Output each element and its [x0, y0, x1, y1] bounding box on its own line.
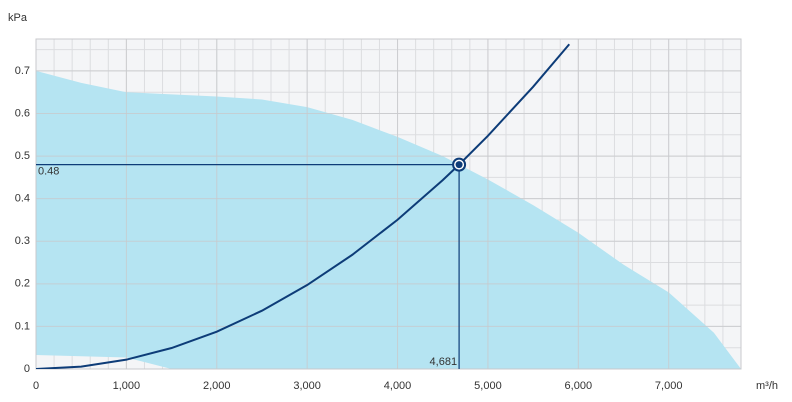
y-tick-label: 0.1	[15, 320, 30, 332]
x-axis-label: m³/h	[756, 380, 778, 392]
y-tick-label: 0.5	[15, 150, 30, 162]
operating-y-label: 0.48	[38, 166, 59, 178]
y-tick-label: 0.4	[15, 193, 30, 205]
operating-x-label: 4,681	[430, 356, 458, 368]
y-tick-label: 0.7	[15, 65, 30, 77]
x-tick-label: 4,000	[384, 380, 412, 392]
x-tick-label: 7,000	[655, 380, 683, 392]
x-tick-label: 5,000	[474, 380, 502, 392]
y-tick-label: 0.3	[15, 235, 30, 247]
x-tick-label: 6,000	[565, 380, 593, 392]
system-curve	[36, 43, 571, 369]
y-tick-label: 0	[24, 363, 30, 375]
operating-point	[455, 161, 463, 169]
curve-group	[36, 43, 571, 369]
x-tick-label: 1,000	[113, 380, 141, 392]
y-tick-label: 0.2	[15, 278, 30, 290]
x-tick-label: 0	[33, 380, 39, 392]
y-axis-label: kPa	[8, 12, 28, 24]
fan-area	[36, 70, 741, 369]
y-tick-label: 0.6	[15, 107, 30, 119]
x-tick-label: 2,000	[203, 380, 231, 392]
x-tick-label: 3,000	[293, 380, 321, 392]
plot-border	[35, 38, 742, 370]
